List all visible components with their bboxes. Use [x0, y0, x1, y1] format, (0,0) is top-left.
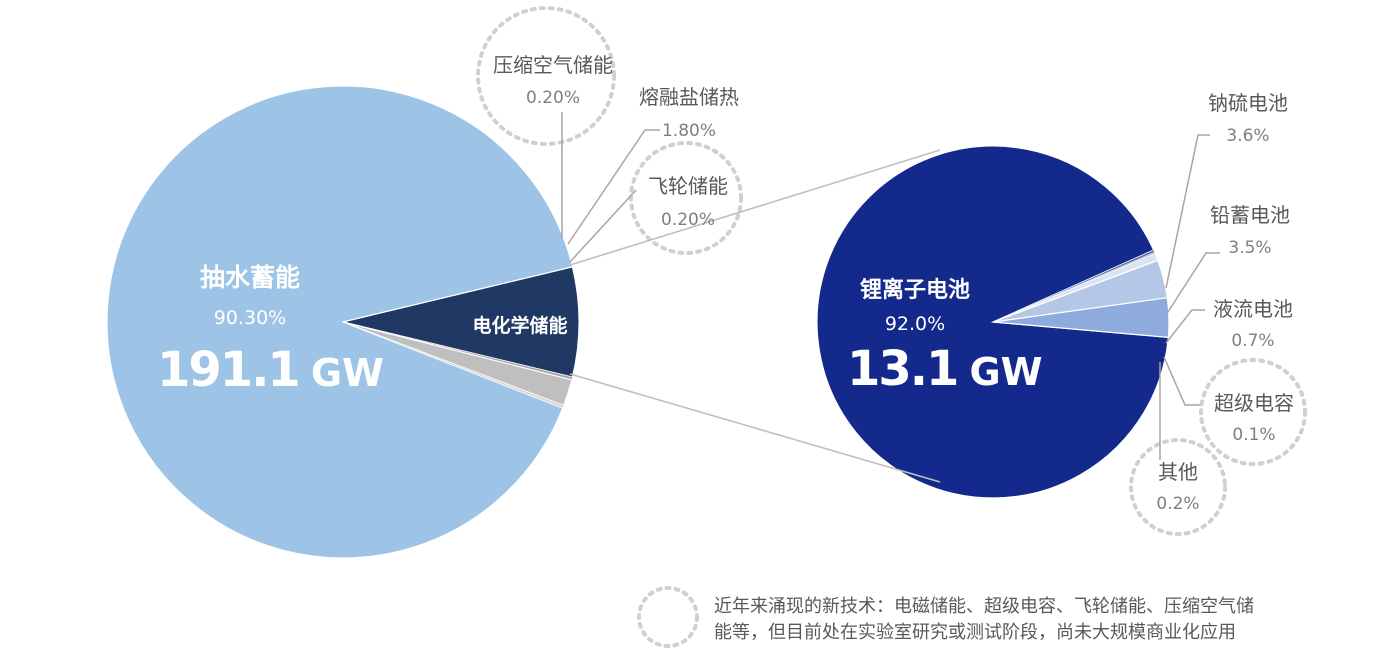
pct-lead-acid: 3.5% [1228, 238, 1271, 258]
pct-molten-salt: 1.80% [662, 121, 716, 141]
pie2-slice-5 [992, 249, 1155, 323]
capacity-value: 191.1 [157, 342, 299, 398]
highlight-circle-supercap [1199, 358, 1307, 466]
leader-molten-salt [567, 129, 660, 245]
pie1-slice-4 [342, 321, 565, 409]
pct-compressed-air: 0.20% [526, 88, 580, 108]
label-flow-battery: 液流电池 [1213, 297, 1293, 321]
leader-supercap [1163, 356, 1200, 406]
label-compressed-air: 压缩空气储能 [493, 53, 613, 77]
capacity-li-ion: 13.1 GW [847, 341, 1043, 397]
label-li-ion: 锂离子电池 [860, 277, 970, 303]
pct-flow-battery: 0.7% [1231, 331, 1274, 351]
note-line-1: 近年来涌现的新技术：电磁储能、超级电容、飞轮储能、压缩空气储 [714, 596, 1254, 617]
pie-electrochemical [816, 145, 1170, 499]
label-electrochemical: 电化学储能 [472, 314, 567, 337]
leader-flywheel [569, 189, 637, 263]
pct-pumped-hydro: 90.30% [214, 307, 286, 329]
label-lead-acid: 铅蓄电池 [1210, 203, 1290, 227]
connector-line-bottom [569, 373, 941, 483]
highlight-circle-compressed-air [476, 6, 616, 146]
capacity-unit: GW [311, 351, 384, 395]
connector-line-top [569, 149, 941, 266]
leader-sodium-sulfur [1165, 134, 1210, 289]
capacity-unit: GW [969, 350, 1042, 394]
pct-flywheel: 0.20% [661, 210, 715, 230]
label-sodium-sulfur: 钠硫电池 [1208, 91, 1288, 115]
pie-storage-overall [106, 85, 580, 559]
pct-other: 0.2% [1156, 494, 1199, 514]
note-dotted-icon [637, 586, 699, 648]
pct-supercap: 0.1% [1232, 425, 1275, 445]
label-molten-salt: 熔融盐储热 [639, 85, 739, 109]
pct-li-ion: 92.0% [885, 313, 945, 335]
label-supercap: 超级电容 [1214, 391, 1294, 415]
capacity-pumped-hydro: 191.1 GW [157, 342, 384, 398]
capacity-value: 13.1 [847, 341, 957, 397]
pie1-slice-0 [106, 85, 574, 559]
note-line-2: 能等，但目前处在实验室研究或测试阶段，尚未大规模商业化应用 [714, 622, 1236, 643]
label-pumped-hydro: 抽水蓄能 [200, 263, 300, 292]
highlight-circle-flywheel [629, 141, 743, 255]
label-flywheel: 飞轮储能 [648, 174, 728, 198]
label-other: 其他 [1158, 460, 1198, 484]
highlight-circle-other [1129, 438, 1227, 536]
pie2-slice-0 [816, 145, 1169, 499]
leader-lead-acid [1165, 252, 1220, 316]
leader-flow [1165, 309, 1205, 344]
pct-sodium-sulfur: 3.6% [1226, 126, 1269, 146]
